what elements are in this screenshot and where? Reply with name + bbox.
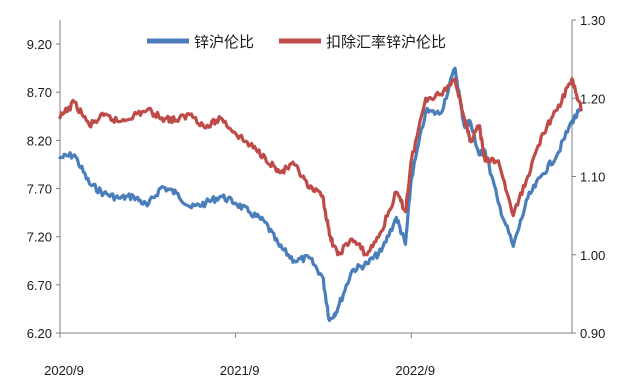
right-tick-label: 1.00 <box>580 248 605 263</box>
left-tick-label: 8.20 <box>27 133 52 148</box>
left-tick-label: 9.20 <box>27 37 52 52</box>
series-layer <box>58 66 583 323</box>
right-tick-label: 1.30 <box>580 13 605 28</box>
legend-label-series-2: 扣除汇率锌沪伦比 <box>326 33 446 51</box>
left-tick-label: 6.70 <box>27 278 52 293</box>
legend: 锌沪伦比 扣除汇率锌沪伦比 <box>147 33 446 51</box>
left-tick-label: 8.70 <box>27 85 52 100</box>
left-tick-label: 7.20 <box>27 230 52 245</box>
x-tick-label: 2021/9 <box>220 363 260 378</box>
x-tick-label: 2020/9 <box>44 363 84 378</box>
right-tick-label: 0.90 <box>580 326 605 341</box>
left-tick-label: 6.20 <box>27 326 52 341</box>
x-axis-ticks: 2020/9 2021/9 2022/9 <box>44 333 435 378</box>
right-tick-label: 1.20 <box>580 91 605 106</box>
x-tick-label: 2022/9 <box>395 363 435 378</box>
left-y-axis-ticks: 6.20 6.70 7.20 7.70 8.20 8.70 9.20 <box>27 37 60 341</box>
right-y-axis-ticks: 0.90 1.00 1.10 1.20 1.30 <box>572 13 605 341</box>
right-tick-label: 1.10 <box>580 170 605 185</box>
series-line-2 <box>58 77 583 257</box>
chart-axes <box>59 20 573 334</box>
left-tick-label: 7.70 <box>27 182 52 197</box>
series-line-1 <box>58 66 583 323</box>
legend-label-series-1: 锌沪伦比 <box>194 33 254 51</box>
